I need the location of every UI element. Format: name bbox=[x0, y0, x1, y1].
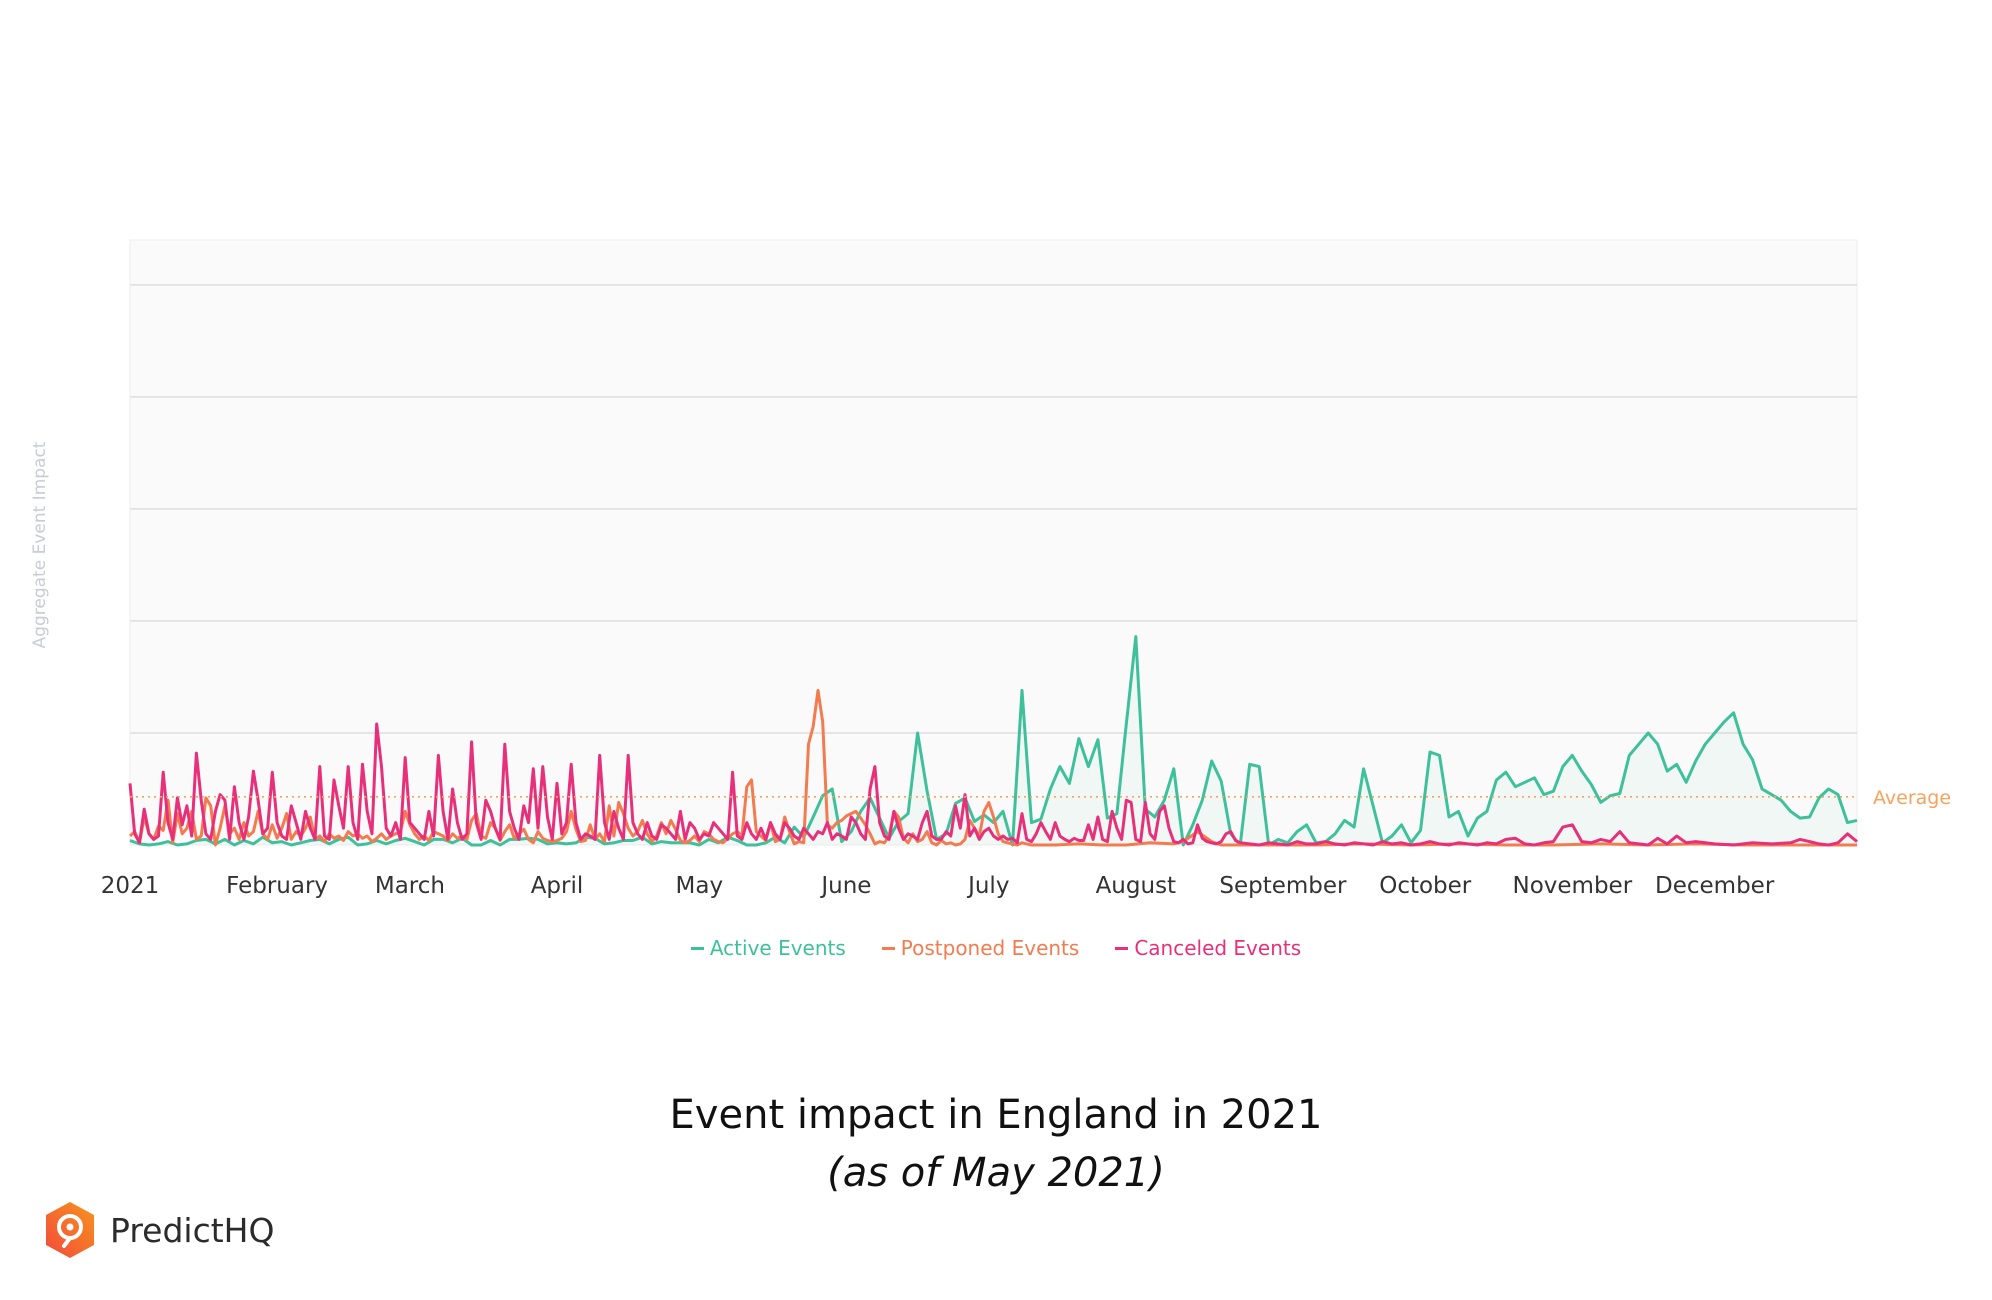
legend-label-canceled: Canceled Events bbox=[1134, 936, 1302, 960]
x-tick-label: August bbox=[1096, 873, 1177, 899]
average-label: Average bbox=[1873, 787, 1951, 809]
y-axis-label: Aggregate Event Impact bbox=[30, 441, 50, 648]
series-layer bbox=[128, 635, 1858, 847]
legend-item-postponed-events[interactable]: Postponed Events bbox=[881, 936, 1080, 960]
legend-swatch-postponed bbox=[881, 946, 895, 950]
x-tick-label: September bbox=[1219, 873, 1347, 899]
x-axis-ticks: 2021 February March April May June July August S… bbox=[101, 873, 1775, 899]
legend-label-active: Active Events bbox=[709, 936, 846, 960]
figure-caption-subtitle: (as of May 2021) bbox=[827, 1150, 1165, 1196]
x-tick-label: December bbox=[1655, 873, 1775, 899]
figure-caption-title: Event impact in England in 2021 bbox=[669, 1092, 1323, 1138]
legend-item-active-events[interactable]: Active Events bbox=[690, 936, 846, 960]
plot-area-rect bbox=[129, 239, 1858, 846]
chart-legend: Active Events Postponed Events Canceled … bbox=[0, 936, 1992, 960]
series-line-active-events bbox=[129, 635, 1858, 847]
x-tick-label: October bbox=[1379, 873, 1472, 899]
brand-logo: PredictHQ bbox=[42, 1200, 274, 1260]
x-tick-label: July bbox=[966, 873, 1009, 899]
gridlines bbox=[130, 284, 1857, 734]
x-tick-label: March bbox=[375, 873, 445, 899]
legend-swatch-canceled bbox=[1115, 946, 1129, 950]
legend-swatch-active bbox=[690, 946, 704, 950]
x-tick-label: 2021 bbox=[101, 873, 160, 899]
x-tick-label: February bbox=[226, 873, 328, 899]
x-tick-label: May bbox=[676, 873, 724, 899]
average-line-layer: Average bbox=[130, 787, 1951, 809]
series-line-canceled-events bbox=[128, 722, 1858, 847]
legend-label-postponed: Postponed Events bbox=[900, 936, 1080, 960]
legend-item-canceled-events[interactable]: Canceled Events bbox=[1115, 936, 1301, 960]
predicthq-logo-icon bbox=[46, 1202, 94, 1258]
brand-name: PredictHQ bbox=[110, 1210, 275, 1250]
x-tick-label: June bbox=[819, 873, 871, 899]
x-tick-label: April bbox=[531, 873, 584, 899]
x-tick-label: November bbox=[1513, 873, 1633, 899]
plot-background bbox=[129, 239, 1858, 846]
